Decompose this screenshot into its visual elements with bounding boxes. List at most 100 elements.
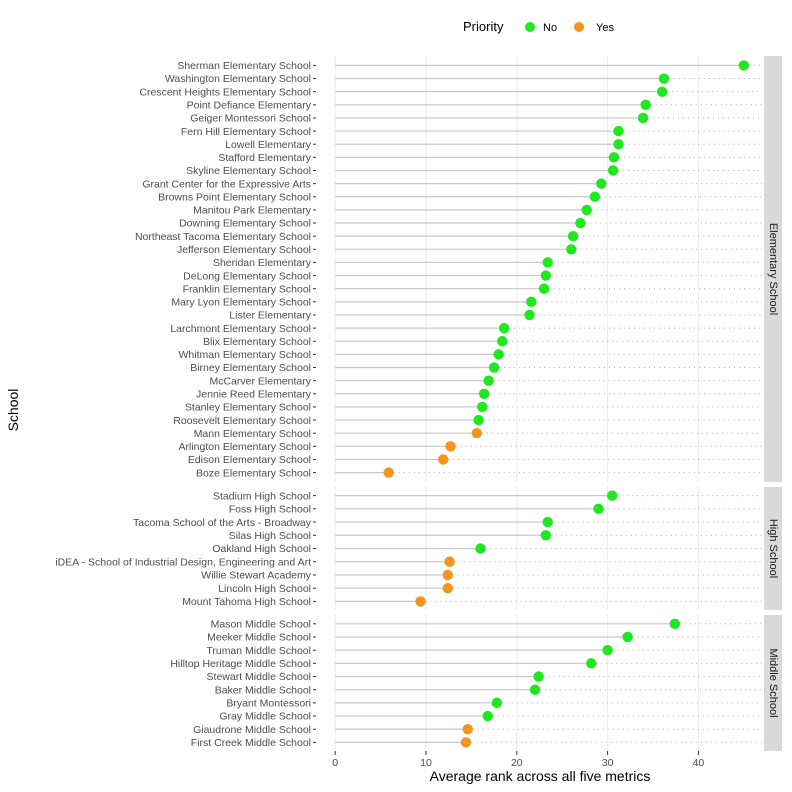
- point-stewart-middle-school: [533, 671, 544, 682]
- school-label: Mount Tahoma High School: [182, 596, 311, 608]
- point-jennie-reed-elementary: [478, 388, 490, 399]
- school-label: Stanley Elementary School: [185, 402, 311, 414]
- point-franklin-elementary-school: [538, 283, 550, 294]
- school-label: Fern Hill Elementary School: [181, 126, 311, 138]
- school-label: Gray Middle School: [219, 711, 311, 723]
- school-label: Stewart Middle School: [207, 671, 311, 683]
- point-lister-elementary: [524, 309, 535, 321]
- point-delong-elementary-school: [540, 270, 552, 281]
- point-baker-middle-school: [529, 684, 541, 695]
- point-sherman-elementary-school: [738, 60, 750, 71]
- point-larchmont-elementary-school: [498, 322, 510, 334]
- point-stadium-high-school: [606, 490, 618, 501]
- school-label: Stafford Elementary: [218, 152, 311, 164]
- point-idea-school-of-industrial-design-engineering-and-art: [444, 556, 455, 567]
- point-grant-center-for-the-expressive-arts: [596, 178, 607, 189]
- x-tick-label: 30: [602, 757, 614, 769]
- school-label: First Creek Middle School: [191, 737, 311, 749]
- legend-label-yes: Yes: [596, 22, 614, 34]
- school-label: Edison Elementary School: [188, 454, 311, 466]
- point-lowell-elementary: [613, 139, 624, 150]
- school-label: Geiger Montessori School: [190, 113, 311, 125]
- school-label: DeLong Elementary School: [183, 270, 311, 282]
- school-label: Sherman Elementary School: [177, 60, 311, 72]
- point-mccarver-elementary: [483, 375, 494, 386]
- school-label: Grant Center for the Expressive Arts: [142, 178, 311, 190]
- point-foss-high-school: [593, 503, 604, 515]
- school-label: Mason Middle School: [211, 619, 311, 631]
- point-meeker-middle-school: [622, 631, 633, 643]
- point-skyline-elementary-school: [607, 165, 619, 176]
- y-axis-title: School: [5, 389, 21, 432]
- point-tacoma-school-of-the-arts-broadway: [542, 516, 553, 528]
- x-axis: 0 10 20 30 40: [332, 751, 704, 769]
- school-label: Birney Elementary School: [190, 362, 311, 374]
- point-sheridan-elementary: [542, 257, 553, 268]
- point-mount-tahoma-high-school: [415, 596, 426, 607]
- x-tick-label: 40: [693, 757, 705, 769]
- point-giaudrone-middle-school: [462, 724, 473, 735]
- strip-label-high-school: High School: [767, 519, 779, 578]
- point-truman-middle-school: [602, 644, 613, 656]
- point-jefferson-elementary-school: [566, 244, 577, 255]
- point-mary-lyon-elementary-school: [526, 296, 537, 308]
- school-label: Skyline Elementary School: [186, 165, 311, 177]
- x-tick-label: 10: [420, 757, 432, 769]
- point-northeast-tacoma-elementary-school: [567, 230, 579, 242]
- school-label: Roosevelt Elementary School: [173, 415, 311, 427]
- point-bryant-montessori: [491, 697, 503, 709]
- school-label: Jefferson Elementary School: [177, 244, 311, 256]
- school-label: Willie Stewart Academy: [201, 570, 311, 582]
- point-mason-middle-school: [669, 618, 681, 629]
- school-label: Franklin Elementary School: [183, 283, 311, 295]
- school-label: Crescent Heights Elementary School: [139, 86, 311, 98]
- school-label: Bryant Montessori: [226, 698, 311, 710]
- point-roosevelt-elementary-school: [473, 414, 484, 426]
- point-point-defiance-elementary: [640, 99, 651, 111]
- school-label: Mary Lyon Elementary School: [171, 297, 311, 309]
- school-label: Boze Elementary School: [196, 467, 311, 479]
- point-oakland-high-school: [475, 543, 486, 554]
- point-washington-elementary-school: [658, 73, 670, 84]
- school-label: Lister Elementary: [229, 310, 311, 322]
- strip-high-school: [764, 487, 782, 610]
- school-label: Mann Elementary School: [194, 428, 311, 440]
- point-stanley-elementary-school: [477, 401, 488, 413]
- school-label: Lowell Elementary: [225, 139, 312, 151]
- school-label: Sheridan Elementary: [213, 257, 312, 269]
- school-label: Truman Middle School: [206, 645, 311, 657]
- point-whitman-elementary-school: [493, 349, 504, 360]
- school-label: Point Defiance Elementary: [187, 100, 312, 112]
- school-label: Giaudrone Middle School: [193, 724, 311, 736]
- point-willie-stewart-academy: [442, 569, 453, 581]
- strip-label-middle-school: Middle School: [767, 648, 779, 717]
- school-label: Arlington Elementary School: [179, 441, 312, 453]
- school-label: McCarver Elementary: [209, 375, 311, 387]
- school-label: Downing Elementary School: [179, 218, 311, 230]
- school-label: Whitman Elementary School: [179, 349, 311, 361]
- point-lincoln-high-school: [442, 582, 453, 594]
- point-stafford-elementary: [608, 152, 620, 163]
- school-label: Washington Elementary School: [165, 73, 311, 85]
- panel-high-school: Stadium High School Foss High SchoolTacom…: [55, 487, 782, 610]
- point-arlington-elementary-school: [445, 441, 456, 452]
- school-label: Jennie Reed Elementary: [196, 388, 312, 400]
- point-hilltop-heritage-middle-school: [586, 658, 597, 669]
- legend: Priority No Yes: [463, 19, 614, 34]
- point-geiger-montessori-school: [637, 112, 649, 124]
- school-label: Manitou Park Elementary: [193, 205, 312, 217]
- school-label: Baker Middle School: [215, 684, 311, 696]
- legend-key-yes: [574, 22, 584, 32]
- school-label: Northeast Tacoma Elementary School: [135, 231, 311, 243]
- point-mann-elementary-school: [471, 427, 483, 439]
- school-label: Tacoma School of the Arts - Broadway: [133, 517, 312, 529]
- legend-label-no: No: [543, 22, 557, 34]
- school-label: Foss High School: [229, 504, 311, 516]
- point-downing-elementary-school: [575, 217, 586, 229]
- x-tick-label: 20: [511, 757, 523, 769]
